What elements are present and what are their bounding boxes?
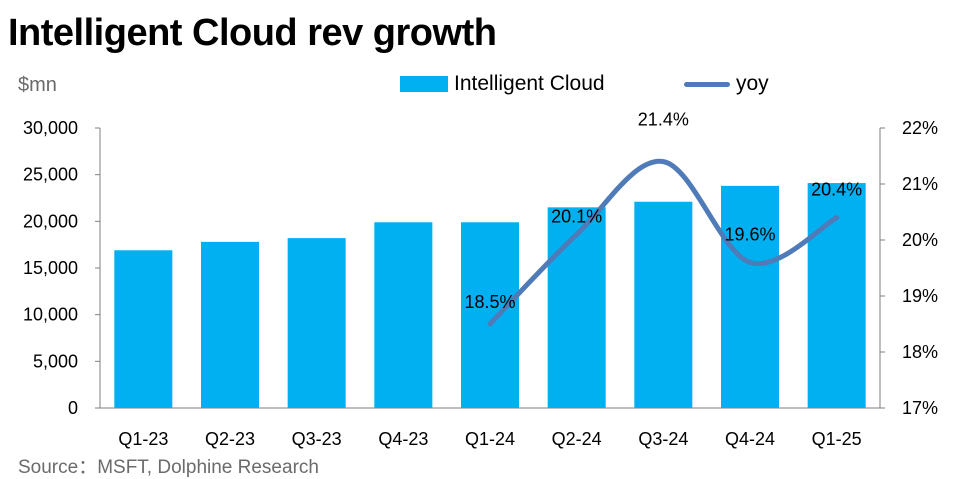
x-axis-tick-label: Q4-24: [725, 429, 775, 449]
yoy-data-label: 20.1%: [551, 206, 602, 226]
x-axis-tick-label: Q4-23: [378, 429, 428, 449]
left-axis-unit: $mn: [18, 74, 57, 96]
legend-line-label: yoy: [736, 72, 769, 95]
right-axis-tick-label: 18%: [902, 342, 938, 362]
bar-Q3-23: [287, 238, 346, 408]
legend-item-bar: Intelligent Cloud: [400, 70, 605, 98]
left-axis-tick-label: 20,000: [23, 211, 78, 231]
source-note: Source：MSFT, Dolphine Research: [18, 457, 319, 478]
left-axis-tick-label: 10,000: [23, 305, 78, 325]
legend-item-line: yoy: [684, 70, 769, 98]
bar-Q2-24: [547, 207, 606, 408]
yoy-data-label: 19.6%: [724, 224, 775, 244]
bar-Q1-25: [807, 183, 866, 408]
chart-title: Intelligent Cloud rev growth: [8, 12, 497, 54]
x-axis-tick-label: Q3-24: [638, 429, 688, 449]
x-axis-tick-label: Q1-23: [118, 429, 168, 449]
right-axis-tick-label: 19%: [902, 286, 938, 306]
left-axis-tick-label: 15,000: [23, 258, 78, 278]
left-axis-tick-label: 0: [68, 398, 78, 418]
yoy-data-label: 21.4%: [638, 110, 689, 130]
bar-Q4-23: [374, 222, 433, 408]
right-axis-tick-label: 17%: [902, 398, 938, 418]
bar-Q1-24: [461, 222, 519, 408]
right-axis-tick-label: 20%: [902, 230, 938, 250]
bar-Q2-23: [201, 241, 259, 408]
left-axis-tick-label: 30,000: [23, 118, 78, 138]
left-axis-tick-label: 25,000: [23, 165, 78, 185]
legend-bar-label: Intelligent Cloud: [454, 72, 605, 95]
x-axis-tick-label: Q2-23: [205, 429, 255, 449]
yoy-data-label: 18.5%: [464, 292, 515, 312]
x-axis-tick-label: Q3-23: [292, 429, 342, 449]
yoy-data-label: 20.4%: [811, 180, 862, 200]
yoy-line: [487, 159, 840, 327]
right-axis-tick-label: 22%: [902, 118, 938, 138]
legend-bar-swatch: [400, 76, 448, 92]
bar-Q3-24: [634, 201, 693, 408]
bar-Q1-23: [114, 250, 173, 408]
legend-line-swatch: [684, 81, 730, 87]
bar-Q4-24: [721, 185, 779, 408]
x-axis-tick-label: Q1-24: [465, 429, 515, 449]
x-axis-tick-label: Q2-24: [552, 429, 602, 449]
x-axis-tick-label: Q1-25: [812, 429, 862, 449]
right-axis-tick-label: 21%: [902, 174, 938, 194]
left-axis-tick-label: 5,000: [33, 351, 78, 371]
